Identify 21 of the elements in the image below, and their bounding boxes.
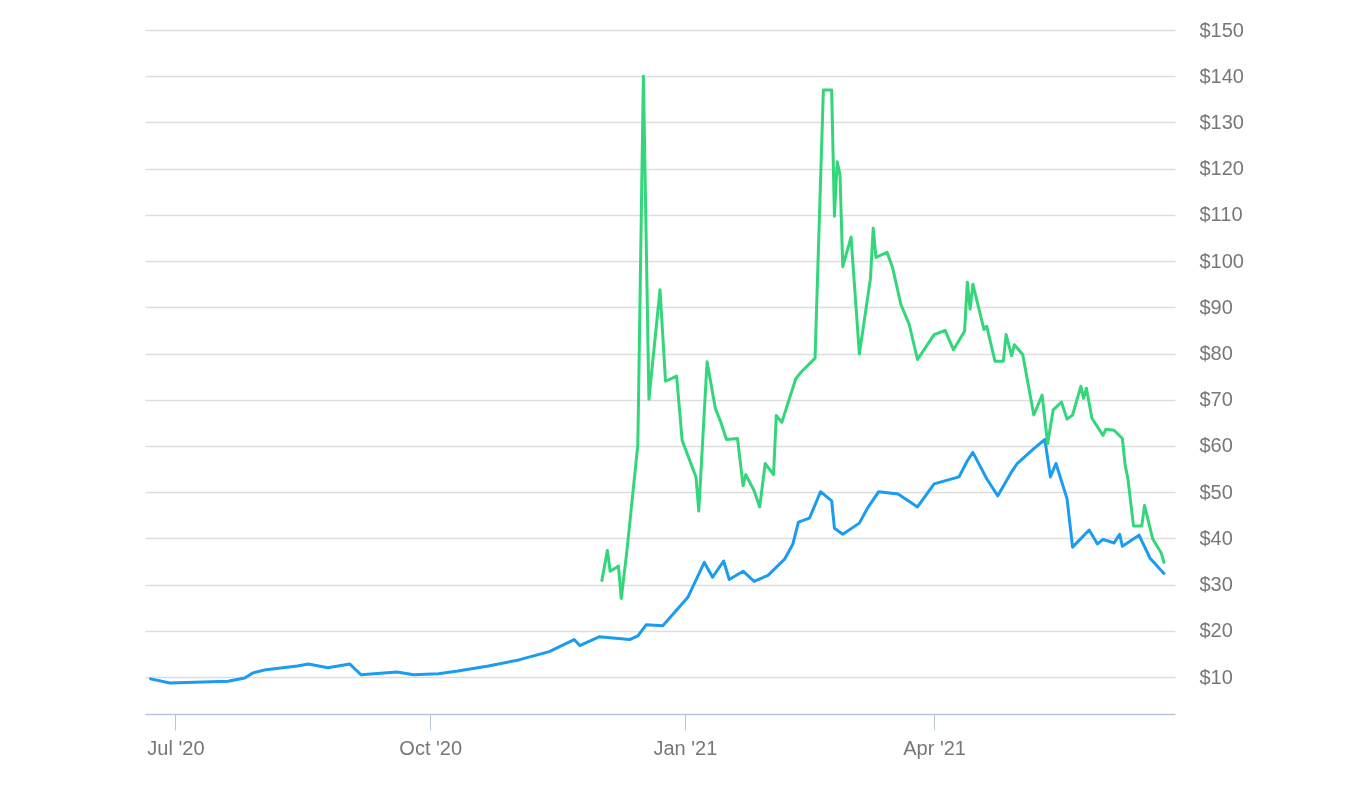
y-tick-label: $130 — [1199, 110, 1244, 133]
line-series — [149, 437, 1166, 685]
y-tick-label: $120 — [1199, 157, 1244, 180]
x-tick-label: Jan '21 — [653, 736, 718, 759]
y-tick-label: $110 — [1199, 203, 1243, 226]
y-tick-label: $80 — [1199, 342, 1233, 365]
x-tick-label: Oct '20 — [399, 736, 463, 759]
y-tick-label: $140 — [1199, 64, 1244, 87]
y-tick-label: $60 — [1199, 434, 1233, 457]
y-tick-label: $100 — [1199, 249, 1244, 272]
y-tick-label: $20 — [1199, 619, 1233, 642]
y-tick-label: $10 — [1199, 665, 1233, 688]
x-tick-label: Jul '20 — [147, 736, 205, 759]
y-tick-label: $30 — [1199, 573, 1233, 596]
y-tick-label: $70 — [1199, 388, 1233, 411]
line-series — [600, 74, 1166, 600]
y-tick-label: $50 — [1199, 480, 1233, 503]
y-tick-label: $90 — [1199, 295, 1233, 318]
y-tick-label: $40 — [1199, 526, 1233, 549]
x-tick-label: Apr '21 — [903, 736, 966, 759]
y-tick-label: $150 — [1199, 18, 1244, 41]
